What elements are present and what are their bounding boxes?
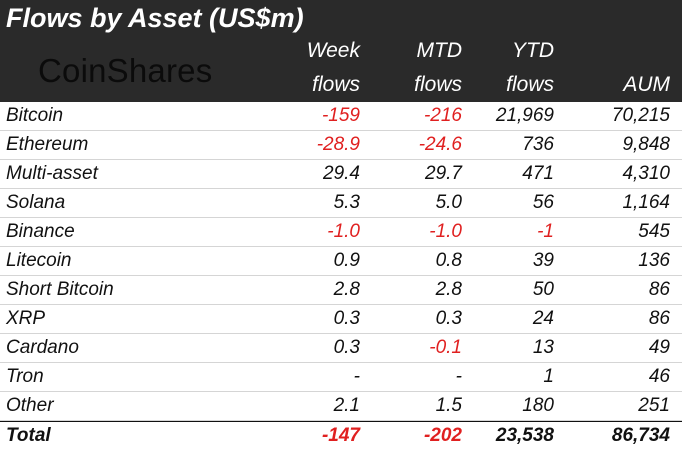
asset-name: Multi-asset: [6, 163, 98, 184]
table-row: Short Bitcoin 2.8 2.8 50 86: [0, 276, 682, 305]
mtd-value: -202: [423, 425, 462, 446]
asset-name: Binance: [6, 221, 75, 242]
ytd-value: 180: [522, 395, 554, 416]
table-header: Flows by Asset (US$m) CoinShares Week fl…: [0, 0, 682, 102]
week-value: -: [353, 366, 360, 387]
table-row: Cardano 0.3 -0.1 13 49: [0, 334, 682, 363]
table-row: Litecoin 0.9 0.8 39 136: [0, 247, 682, 276]
asset-name: Litecoin: [6, 250, 72, 271]
ytd-value: 50: [532, 279, 554, 300]
total-row: Total -147 -202 23,538 86,734: [0, 421, 682, 450]
week-value: 0.3: [333, 308, 360, 329]
col-week-line2: flows: [312, 73, 360, 96]
week-value: -159: [321, 105, 360, 126]
aum-value: 136: [638, 250, 670, 271]
col-week-line1: Week: [306, 39, 360, 62]
mtd-value: -0.1: [429, 337, 462, 358]
asset-name: Solana: [6, 192, 66, 213]
total-label: Total: [6, 425, 51, 446]
table-title: Flows by Asset (US$m): [6, 3, 304, 33]
aum-value: 86: [648, 308, 670, 329]
ytd-value: 471: [522, 163, 554, 184]
coinshares-logo: CoinShares: [38, 52, 213, 89]
aum-value: 545: [638, 221, 670, 242]
week-value: -147: [321, 425, 360, 446]
table-row: Binance -1.0 -1.0 -1 545: [0, 218, 682, 247]
asset-name: Cardano: [6, 337, 79, 358]
asset-name: Short Bitcoin: [6, 279, 114, 300]
aum-value: 86: [648, 279, 670, 300]
col-aum-label: AUM: [623, 73, 670, 96]
week-value: 2.8: [333, 279, 360, 300]
week-value: -1.0: [327, 221, 360, 242]
col-mtd-line1: MTD: [416, 39, 463, 62]
table-row: XRP 0.3 0.3 24 86: [0, 305, 682, 334]
table-row: Bitcoin -159 -216 21,969 70,215: [0, 102, 682, 131]
asset-name: Tron: [6, 366, 44, 387]
ytd-value: -1: [537, 221, 554, 242]
aum-value: 49: [648, 337, 670, 358]
mtd-value: 0.8: [435, 250, 462, 271]
ytd-value: 24: [532, 308, 554, 329]
table-row: Multi-asset 29.4 29.7 471 4,310: [0, 160, 682, 189]
mtd-value: -24.6: [418, 134, 462, 155]
week-value: 29.4: [323, 163, 360, 184]
mtd-value: -: [455, 366, 462, 387]
week-value: 0.3: [333, 337, 360, 358]
aum-value: 70,215: [611, 105, 670, 126]
asset-name: XRP: [6, 308, 46, 329]
ytd-value: 56: [532, 192, 554, 213]
aum-value: 251: [638, 395, 670, 416]
asset-name: Ethereum: [6, 134, 89, 155]
table-row: Solana 5.3 5.0 56 1,164: [0, 189, 682, 218]
table-row: Tron - - 1 46: [0, 363, 682, 392]
week-value: 5.3: [333, 192, 360, 213]
ytd-value: 1: [543, 366, 554, 387]
table-row: Other 2.1 1.5 180 251: [0, 392, 682, 421]
col-ytd-line1: YTD: [512, 39, 554, 62]
ytd-value: 39: [532, 250, 554, 271]
ytd-value: 21,969: [495, 105, 554, 126]
aum-value: 46: [648, 366, 670, 387]
mtd-value: 5.0: [435, 192, 462, 213]
mtd-value: -1.0: [429, 221, 462, 242]
ytd-value: 13: [532, 337, 554, 358]
mtd-value: -216: [423, 105, 462, 126]
asset-name: Other: [6, 395, 54, 416]
aum-value: 9,848: [622, 134, 670, 155]
col-mtd-line2: flows: [414, 73, 462, 96]
mtd-value: 2.8: [435, 279, 462, 300]
table-row: Ethereum -28.9 -24.6 736 9,848: [0, 131, 682, 160]
mtd-value: 0.3: [435, 308, 462, 329]
week-value: 0.9: [333, 250, 360, 271]
mtd-value: 29.7: [425, 163, 462, 184]
ytd-value: 736: [522, 134, 554, 155]
week-value: -28.9: [316, 134, 360, 155]
asset-name: Bitcoin: [6, 105, 64, 126]
aum-value: 1,164: [622, 192, 670, 213]
col-ytd-line2: flows: [506, 73, 554, 96]
mtd-value: 1.5: [435, 395, 462, 416]
aum-value: 4,310: [622, 163, 670, 184]
ytd-value: 23,538: [495, 425, 554, 446]
week-value: 2.1: [333, 395, 360, 416]
aum-value: 86,734: [611, 425, 670, 446]
